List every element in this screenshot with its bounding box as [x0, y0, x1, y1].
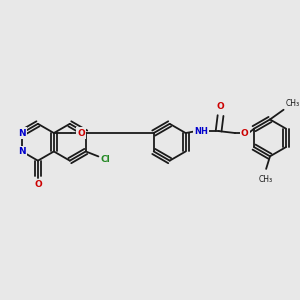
Text: N: N [18, 128, 26, 137]
Text: O: O [34, 180, 42, 189]
Text: O: O [217, 102, 224, 111]
Text: O: O [77, 128, 85, 137]
Text: CH₃: CH₃ [259, 175, 273, 184]
Text: Cl: Cl [101, 155, 110, 164]
Text: NH: NH [194, 127, 208, 136]
Text: CH₃: CH₃ [286, 99, 300, 108]
Text: O: O [241, 128, 249, 137]
Text: N: N [18, 147, 26, 156]
